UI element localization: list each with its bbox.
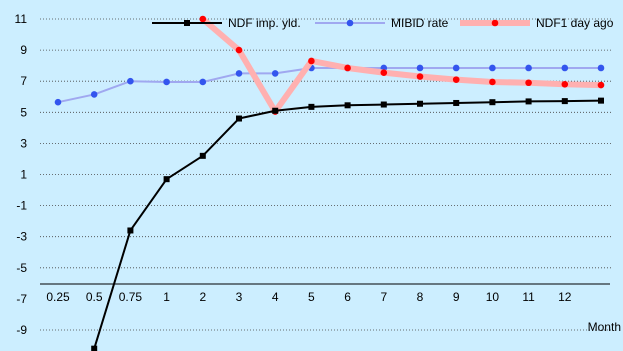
legend-label: MIBID rate: [391, 16, 449, 30]
y-tick-label: 9: [20, 43, 27, 57]
series-line: [199, 16, 604, 115]
grid: [40, 18, 612, 331]
data-point: [380, 101, 387, 108]
data-point: [127, 227, 134, 234]
data-point: [90, 91, 98, 98]
y-tick-label: -1: [16, 199, 27, 213]
data-point: [489, 99, 496, 106]
legend-item: MIBID rate: [315, 16, 449, 30]
legend-marker: [491, 19, 499, 27]
series-1: [54, 64, 605, 106]
data-point: [54, 98, 62, 106]
x-tick-label: 0.25: [46, 290, 70, 304]
series-line: [57, 66, 602, 104]
y-tick-label: 1: [20, 168, 27, 182]
data-point: [308, 103, 315, 110]
x-tick-label: 10: [486, 290, 500, 304]
y-tick-label: -3: [16, 230, 27, 244]
data-point: [163, 78, 170, 86]
data-point: [453, 99, 460, 106]
series-layer: [54, 15, 605, 351]
data-point: [597, 81, 605, 89]
data-point: [199, 78, 207, 86]
data-point: [416, 73, 424, 80]
y-tick-label: 5: [20, 105, 27, 119]
x-axis-label: Month: [588, 320, 621, 334]
legend-label: NDF1 day ago: [536, 16, 614, 30]
x-tick-label: 3: [236, 290, 243, 304]
legend-marker: [184, 20, 190, 26]
legend-label: NDF imp. yld.: [228, 16, 301, 30]
data-point: [525, 79, 532, 87]
x-tick-label: 9: [453, 290, 460, 304]
data-point: [598, 97, 604, 104]
y-tick-label: -5: [16, 261, 27, 275]
x-tick-label: 0.75: [119, 290, 143, 304]
data-point: [236, 115, 242, 122]
legend-item: NDF imp. yld.: [152, 16, 301, 30]
data-point: [561, 81, 569, 88]
x-tick-label: 8: [417, 290, 424, 304]
data-point: [525, 98, 532, 105]
data-point: [91, 345, 98, 351]
legend-item: NDF1 day ago: [460, 16, 614, 30]
data-point: [199, 152, 206, 159]
x-tick-label: 4: [272, 290, 279, 304]
data-point: [561, 64, 569, 72]
data-point: [344, 102, 351, 109]
y-tick-label: 7: [20, 74, 27, 88]
series-0: [91, 97, 604, 351]
data-point: [597, 64, 605, 72]
data-point: [127, 77, 134, 85]
y-tick-label: -9: [16, 323, 27, 337]
data-point: [308, 57, 315, 65]
x-tick-label: 1: [163, 290, 170, 304]
x-tick-label: 11: [522, 290, 535, 304]
legend: NDF imp. yld. MIBID rate NDF1 day ago: [152, 16, 614, 30]
data-point: [416, 64, 424, 72]
legend-marker: [346, 19, 354, 27]
data-point: [272, 107, 279, 114]
y-tick-label: -7: [16, 292, 27, 306]
data-point: [489, 64, 496, 72]
data-point: [163, 176, 170, 183]
x-tick-labels: 0.25 0.5 0.75 1 2 3 4 5 6 7 8 9 10 11 12: [46, 290, 571, 304]
data-point: [235, 46, 243, 54]
data-point: [344, 64, 351, 72]
x-tick-label: 12: [558, 290, 572, 304]
data-point: [525, 64, 532, 72]
x-tick-label: 7: [380, 290, 387, 304]
data-point: [489, 78, 496, 86]
x-tick-label: 0.5: [86, 290, 103, 304]
x-tick-label: 5: [308, 290, 315, 304]
data-point: [380, 69, 388, 76]
data-point: [452, 76, 460, 83]
y-tick-label: 11: [15, 12, 28, 26]
data-point: [417, 100, 423, 107]
data-point: [235, 70, 243, 77]
data-point: [271, 70, 279, 77]
y-tick-label: 3: [20, 136, 27, 150]
data-point: [199, 15, 207, 23]
x-tick-label: 6: [344, 290, 351, 304]
data-point: [561, 98, 568, 105]
data-point: [452, 64, 460, 72]
x-tick-label: 2: [199, 290, 206, 304]
